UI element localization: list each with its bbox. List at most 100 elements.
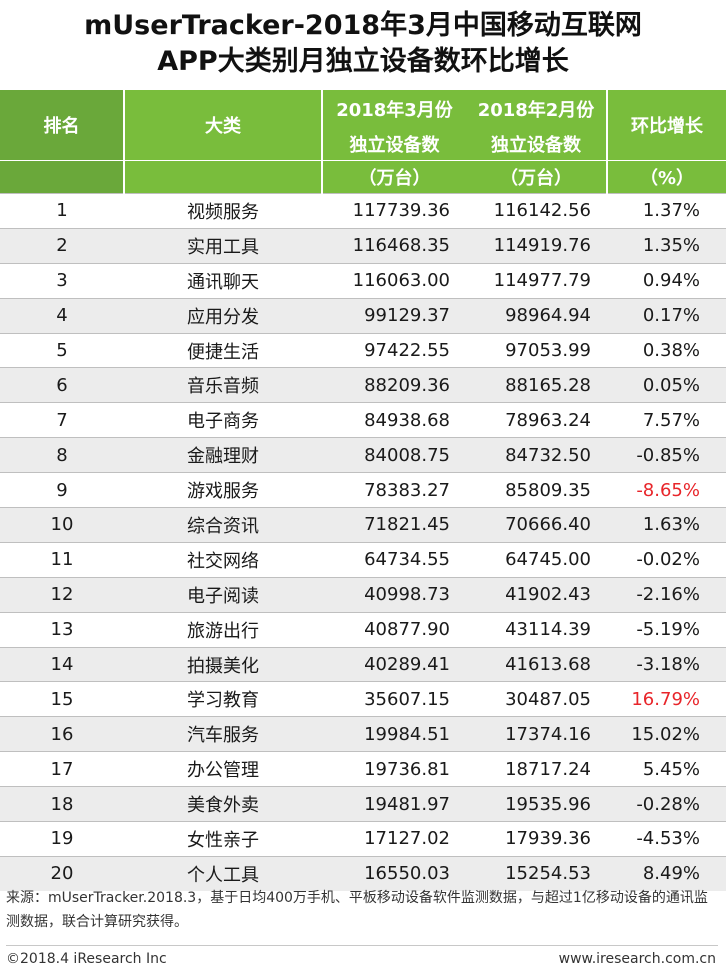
february-devices-cell: 114919.76 [466,227,607,264]
february-devices-cell: 64745.00 [466,541,607,578]
growth-cell: -8.65% [607,472,726,508]
march-devices-cell: 116468.35 [322,227,466,264]
table-row: 17 办公管理 19736.81 18717.24 5.45% [0,751,726,787]
february-devices-cell: 18717.24 [466,751,607,787]
february-devices-cell: 43114.39 [466,611,607,648]
march-devices-cell: 84938.68 [322,402,466,438]
table-row: 7 电子商务 84938.68 78963.24 7.57% [0,402,726,438]
header-feb-line1: 2018年2月份 [466,90,607,128]
rank-cell: 10 [0,507,124,543]
table-row: 18 美食外卖 19481.97 19535.96 -0.28% [0,786,726,822]
rank-cell: 15 [0,681,124,717]
table-row: 2 实用工具 116468.35 114919.76 1.35% [0,227,726,264]
rank-cell: 3 [0,262,124,299]
category-cell: 游戏服务 [124,472,322,508]
unit-feb: （万台） [466,160,607,194]
march-devices-cell: 40289.41 [322,646,466,682]
table-row: 14 拍摄美化 40289.41 41613.68 -3.18% [0,646,726,682]
category-cell: 旅游出行 [124,611,322,648]
table-row: 11 社交网络 64734.55 64745.00 -0.02% [0,541,726,578]
category-cell: 实用工具 [124,227,322,264]
february-devices-cell: 116142.56 [466,193,607,229]
rank-cell: 4 [0,297,124,334]
march-devices-cell: 40998.73 [322,576,466,613]
february-devices-cell: 98964.94 [466,297,607,334]
category-cell: 视频服务 [124,193,322,229]
growth-cell: -3.18% [607,646,726,682]
growth-cell: 5.45% [607,751,726,787]
category-cell: 美食外卖 [124,786,322,822]
march-devices-cell: 19481.97 [322,786,466,822]
rank-cell: 11 [0,541,124,578]
growth-cell: -0.02% [607,541,726,578]
growth-cell: 0.17% [607,297,726,334]
february-devices-cell: 88165.28 [466,367,607,403]
category-cell: 女性亲子 [124,821,322,857]
header-rank: 排名 [0,90,124,161]
title-line-2: APP大类别月独立设备数环比增长 [157,46,569,77]
march-devices-cell: 97422.55 [322,332,466,368]
table-row: 9 游戏服务 78383.27 85809.35 -8.65% [0,472,726,508]
category-cell: 通讯聊天 [124,262,322,299]
growth-cell: 1.37% [607,193,726,229]
growth-cell: 8.49% [607,855,726,891]
march-devices-cell: 19736.81 [322,751,466,787]
header-category: 大类 [123,90,322,161]
header-mar-line1: 2018年3月份 [321,90,466,128]
february-devices-cell: 15254.53 [466,855,607,891]
header-row: 排名 大类 2018年3月份 2018年2月份 环比增长 [0,90,726,161]
rank-cell: 14 [0,646,124,682]
unit-growth: （%） [606,160,726,194]
rank-cell: 18 [0,786,124,822]
growth-cell: 7.57% [607,402,726,438]
march-devices-cell: 64734.55 [322,541,466,578]
category-cell: 金融理财 [124,437,322,473]
growth-cell: 16.79% [607,681,726,717]
table-row: 5 便捷生活 97422.55 97053.99 0.38% [0,332,726,368]
category-cell: 汽车服务 [124,716,322,752]
table-row: 3 通讯聊天 116063.00 114977.79 0.94% [0,262,726,299]
february-devices-cell: 17374.16 [466,716,607,752]
rank-cell: 5 [0,332,124,368]
growth-cell: -5.19% [607,611,726,648]
february-devices-cell: 41613.68 [466,646,607,682]
category-cell: 社交网络 [124,541,322,578]
growth-cell: 1.63% [607,507,726,543]
table-row: 4 应用分发 99129.37 98964.94 0.17% [0,297,726,334]
table-row: 15 学习教育 35607.15 30487.05 16.79% [0,681,726,717]
table-row: 13 旅游出行 40877.90 43114.39 -5.19% [0,611,726,648]
growth-cell: 0.05% [607,367,726,403]
header-row: 独立设备数 独立设备数 [0,128,726,161]
march-devices-cell: 99129.37 [322,297,466,334]
march-devices-cell: 35607.15 [322,681,466,717]
table-row: 8 金融理财 84008.75 84732.50 -0.85% [0,437,726,473]
table-row: 19 女性亲子 17127.02 17939.36 -4.53% [0,821,726,857]
unit-mar: （万台） [321,160,466,194]
march-devices-cell: 19984.51 [322,716,466,752]
data-table: 排名 大类 2018年3月份 2018年2月份 环比增长 独立设备数 独立设备数… [0,90,726,891]
rank-cell: 20 [0,855,124,891]
february-devices-cell: 30487.05 [466,681,607,717]
unit-category-blank [123,160,322,194]
rank-cell: 8 [0,437,124,473]
category-cell: 学习教育 [124,681,322,717]
table-row: 12 电子阅读 40998.73 41902.43 -2.16% [0,576,726,613]
page-title: mUserTracker-2018年3月中国移动互联网 APP大类别月独立设备数… [0,8,726,80]
table-row: 16 汽车服务 19984.51 17374.16 15.02% [0,716,726,752]
rank-cell: 7 [0,402,124,438]
growth-cell: -2.16% [607,576,726,613]
rank-cell: 6 [0,367,124,403]
category-cell: 便捷生活 [124,332,322,368]
growth-cell: 1.35% [607,227,726,264]
march-devices-cell: 117739.36 [322,193,466,229]
february-devices-cell: 85809.35 [466,472,607,508]
march-devices-cell: 88209.36 [322,367,466,403]
growth-cell: -0.85% [607,437,726,473]
growth-cell: 0.94% [607,262,726,299]
header-mar-line2: 独立设备数 [321,128,466,161]
category-cell: 拍摄美化 [124,646,322,682]
table-row: 10 综合资讯 71821.45 70666.40 1.63% [0,507,726,543]
march-devices-cell: 78383.27 [322,472,466,508]
source-footnote: 来源：mUserTracker.2018.3，基于日均400万手机、平板移动设备… [6,890,708,930]
unit-rank-blank [0,160,124,194]
